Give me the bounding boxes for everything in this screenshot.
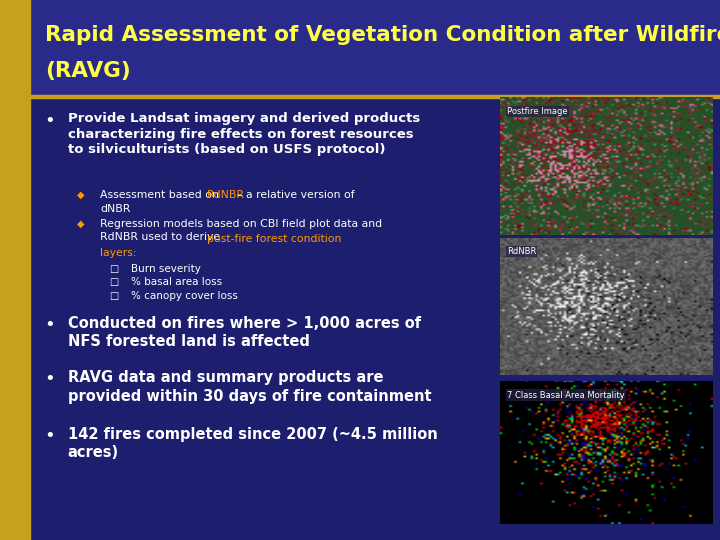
Text: RdNBR: RdNBR	[207, 190, 245, 200]
Text: •: •	[45, 316, 55, 334]
Bar	[0, 0, 720, 97]
Text: – a relative version of: – a relative version of	[237, 190, 354, 200]
Text: □: □	[109, 277, 119, 287]
Bar	[30, 95, 720, 98]
Bar	[0, 0, 30, 540]
Text: layers:: layers:	[100, 248, 137, 259]
Text: post-fire forest condition: post-fire forest condition	[207, 234, 341, 245]
Text: RAVG data and summary products are
provided within 30 days of fire containment: RAVG data and summary products are provi…	[68, 370, 431, 403]
Text: % basal area loss: % basal area loss	[131, 277, 222, 287]
Text: Assessment based on: Assessment based on	[100, 190, 222, 200]
Text: 142 fires completed since 2007 (~4.5 million
acres): 142 fires completed since 2007 (~4.5 mil…	[68, 427, 438, 460]
Text: dNBR: dNBR	[100, 204, 130, 214]
Text: ◆: ◆	[77, 219, 84, 230]
Text: Conducted on fires where > 1,000 acres of
NFS forested land is affected: Conducted on fires where > 1,000 acres o…	[68, 316, 420, 349]
Text: Burn severity: Burn severity	[131, 264, 201, 274]
Text: □: □	[109, 291, 119, 301]
Text: □: □	[109, 264, 119, 274]
Text: (RAVG): (RAVG)	[45, 61, 130, 82]
Text: Regression models based on CBI field plot data and
RdNBR used to derive: Regression models based on CBI field plo…	[100, 219, 382, 241]
Text: ◆: ◆	[77, 190, 84, 200]
Text: •: •	[45, 370, 55, 388]
Text: •: •	[45, 427, 55, 444]
Text: Provide Landsat imagery and derived products
characterizing fire effects on fore: Provide Landsat imagery and derived prod…	[68, 112, 420, 156]
Text: •: •	[45, 112, 55, 130]
Text: Rapid Assessment of Vegetation Condition after Wildfire: Rapid Assessment of Vegetation Condition…	[45, 25, 720, 45]
Text: % canopy cover loss: % canopy cover loss	[131, 291, 238, 301]
